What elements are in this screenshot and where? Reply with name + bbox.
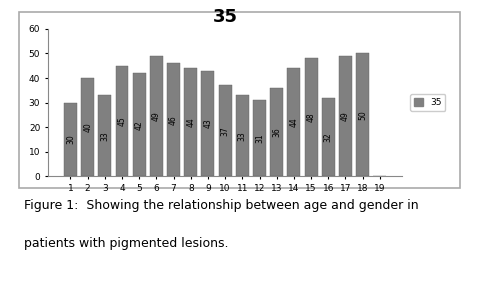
Bar — [339, 56, 352, 176]
Text: 37: 37 — [221, 126, 229, 136]
Text: 43: 43 — [204, 118, 213, 128]
Bar — [81, 78, 94, 176]
Text: 42: 42 — [135, 120, 144, 129]
Text: 44: 44 — [289, 117, 298, 127]
Text: 50: 50 — [358, 110, 367, 120]
Bar — [167, 63, 180, 176]
Bar — [115, 66, 128, 176]
Text: 44: 44 — [186, 117, 195, 127]
Bar — [356, 53, 369, 176]
Bar — [270, 88, 283, 176]
Bar — [98, 95, 111, 176]
Text: 32: 32 — [324, 132, 333, 142]
Text: 49: 49 — [341, 111, 350, 121]
Bar — [219, 86, 231, 176]
Bar — [305, 58, 318, 176]
Legend: 35: 35 — [411, 95, 445, 111]
Text: 48: 48 — [307, 112, 316, 122]
Text: 33: 33 — [100, 131, 109, 141]
Text: 30: 30 — [66, 135, 75, 144]
Bar — [184, 68, 197, 176]
Bar — [236, 95, 249, 176]
Bar — [253, 100, 266, 176]
Text: 31: 31 — [255, 134, 264, 143]
Bar — [287, 68, 300, 176]
Title: 35: 35 — [213, 8, 238, 26]
Text: 49: 49 — [152, 111, 161, 121]
Text: 33: 33 — [238, 131, 247, 141]
Text: patients with pigmented lesions.: patients with pigmented lesions. — [24, 237, 228, 250]
Text: 46: 46 — [169, 115, 178, 125]
Text: 40: 40 — [83, 122, 92, 132]
Bar — [64, 103, 77, 176]
Text: 45: 45 — [117, 116, 126, 126]
Bar — [150, 56, 163, 176]
Bar — [322, 98, 335, 176]
Bar — [133, 73, 146, 176]
Bar — [202, 71, 215, 176]
Text: Figure 1:  Showing the relationship between age and gender in: Figure 1: Showing the relationship betwe… — [24, 199, 419, 212]
Text: 36: 36 — [272, 127, 281, 137]
